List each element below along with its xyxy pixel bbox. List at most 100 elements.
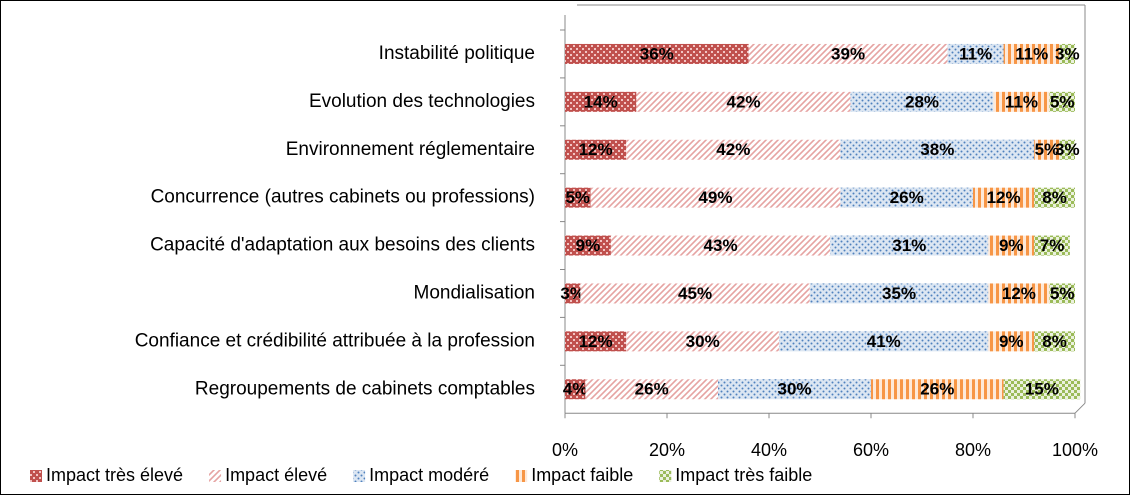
- value-label: 11%: [959, 44, 992, 63]
- legend-label: Impact très faible: [675, 465, 812, 485]
- value-label: 7%: [1040, 236, 1065, 255]
- bar-segment: [871, 379, 1004, 400]
- value-label: 12%: [579, 140, 613, 159]
- bar-segment: [565, 331, 627, 352]
- value-label: 8%: [1042, 188, 1067, 207]
- x-tick-label: 60%: [853, 440, 889, 460]
- value-label: 26%: [920, 380, 954, 399]
- value-label: 43%: [704, 236, 738, 255]
- x-tick-label: 40%: [751, 440, 787, 460]
- bar-segment: [1003, 43, 1060, 64]
- x-tick-label: 20%: [649, 440, 685, 460]
- value-label: 15%: [1025, 380, 1059, 399]
- bar-segment: [580, 283, 810, 304]
- bar-segment: [850, 91, 994, 112]
- value-label: 3%: [1055, 140, 1080, 159]
- value-label: 9%: [576, 236, 601, 255]
- bar-segment: [565, 235, 611, 256]
- value-label: 28%: [905, 92, 939, 111]
- value-label: 11%: [1015, 44, 1048, 63]
- x-tick-label: 80%: [955, 440, 991, 460]
- bar-segment: [718, 379, 871, 400]
- y-tick-label: Evolution des technologies: [309, 91, 535, 112]
- bar-segment: [1049, 283, 1075, 304]
- x-tick-label: 0%: [552, 440, 578, 460]
- value-label: 36%: [640, 44, 674, 63]
- bar-segment: [565, 379, 586, 400]
- legend-label: Impact très élevé: [46, 465, 183, 485]
- value-label: 9%: [999, 236, 1024, 255]
- value-label: 3%: [560, 284, 585, 303]
- legend-label: Impact faible: [531, 465, 633, 485]
- legend-label: Impact élevé: [225, 465, 327, 485]
- value-label: 45%: [678, 284, 712, 303]
- value-label: 38%: [920, 140, 954, 159]
- bar-segment: [565, 91, 637, 112]
- bar-segment: [565, 187, 591, 208]
- y-tick-label: Instabilité politique: [379, 43, 535, 64]
- bar-segment: [565, 283, 581, 304]
- value-label: 5%: [1050, 92, 1075, 111]
- value-label: 9%: [999, 332, 1024, 351]
- value-label: 3%: [1055, 44, 1080, 63]
- bar-segment: [988, 331, 1035, 352]
- bar-segment: [1059, 139, 1075, 160]
- value-label: 41%: [867, 332, 901, 351]
- value-label: 30%: [686, 332, 720, 351]
- value-label: 39%: [831, 44, 865, 63]
- y-tick-label: Confiance et crédibilité attribuée à la …: [135, 330, 535, 351]
- bar-segment: [585, 379, 718, 400]
- bar-segment: [590, 187, 841, 208]
- bar-segment: [779, 331, 989, 352]
- y-tick-label: Capacité d'adaptation aux besoins des cl…: [150, 235, 535, 256]
- bar-segment: [636, 91, 851, 112]
- bar-segment: [626, 331, 780, 352]
- y-tick-label: Mondialisation: [414, 282, 535, 303]
- value-label: 42%: [726, 92, 760, 111]
- y-tick-label: Concurrence (autres cabinets ou professi…: [151, 187, 535, 208]
- value-label: 30%: [777, 380, 811, 399]
- value-label: 35%: [882, 284, 916, 303]
- value-label: 5%: [1050, 284, 1075, 303]
- bar-segment: [565, 139, 627, 160]
- value-label: 14%: [584, 92, 618, 111]
- bar-segment: [1049, 91, 1075, 112]
- plot-corner: [1074, 402, 1086, 414]
- x-tick-label: 100%: [1052, 440, 1098, 460]
- bar-segment: [947, 43, 1004, 64]
- bar-segment: [565, 43, 749, 64]
- legend-label: Impact modéré: [369, 465, 489, 485]
- y-tick-label: Environnement réglementaire: [286, 139, 535, 160]
- bar-segment: [973, 187, 1035, 208]
- value-label: 12%: [579, 332, 613, 351]
- bar-segment: [840, 187, 973, 208]
- bar-segment: [809, 283, 989, 304]
- y-tick-label: Regroupements de cabinets comptables: [195, 378, 535, 399]
- legend-swatch: [515, 470, 528, 482]
- value-label: 12%: [987, 188, 1021, 207]
- bar-segment: [1034, 331, 1075, 352]
- value-label: 5%: [1035, 140, 1060, 159]
- value-label: 4%: [563, 380, 588, 399]
- bar-segment: [1034, 139, 1060, 160]
- value-label: 12%: [1002, 284, 1036, 303]
- bar-segment: [1003, 379, 1081, 400]
- value-label: 26%: [635, 380, 669, 399]
- value-label: 49%: [698, 188, 732, 207]
- value-label: 31%: [892, 236, 926, 255]
- bar-segment: [1059, 43, 1075, 64]
- bar-segment: [988, 283, 1050, 304]
- legend-swatch: [209, 470, 222, 482]
- value-label: 11%: [1005, 92, 1038, 111]
- bar-segment: [993, 91, 1050, 112]
- bar-segment: [830, 235, 989, 256]
- legend-swatch: [659, 470, 672, 482]
- legend-swatch: [30, 470, 42, 482]
- bar-segment: [626, 139, 841, 160]
- bar-segment: [1034, 187, 1075, 208]
- bar-segment: [1034, 235, 1070, 256]
- value-label: 5%: [565, 188, 590, 207]
- legend-swatch: [353, 470, 366, 482]
- value-label: 42%: [716, 140, 750, 159]
